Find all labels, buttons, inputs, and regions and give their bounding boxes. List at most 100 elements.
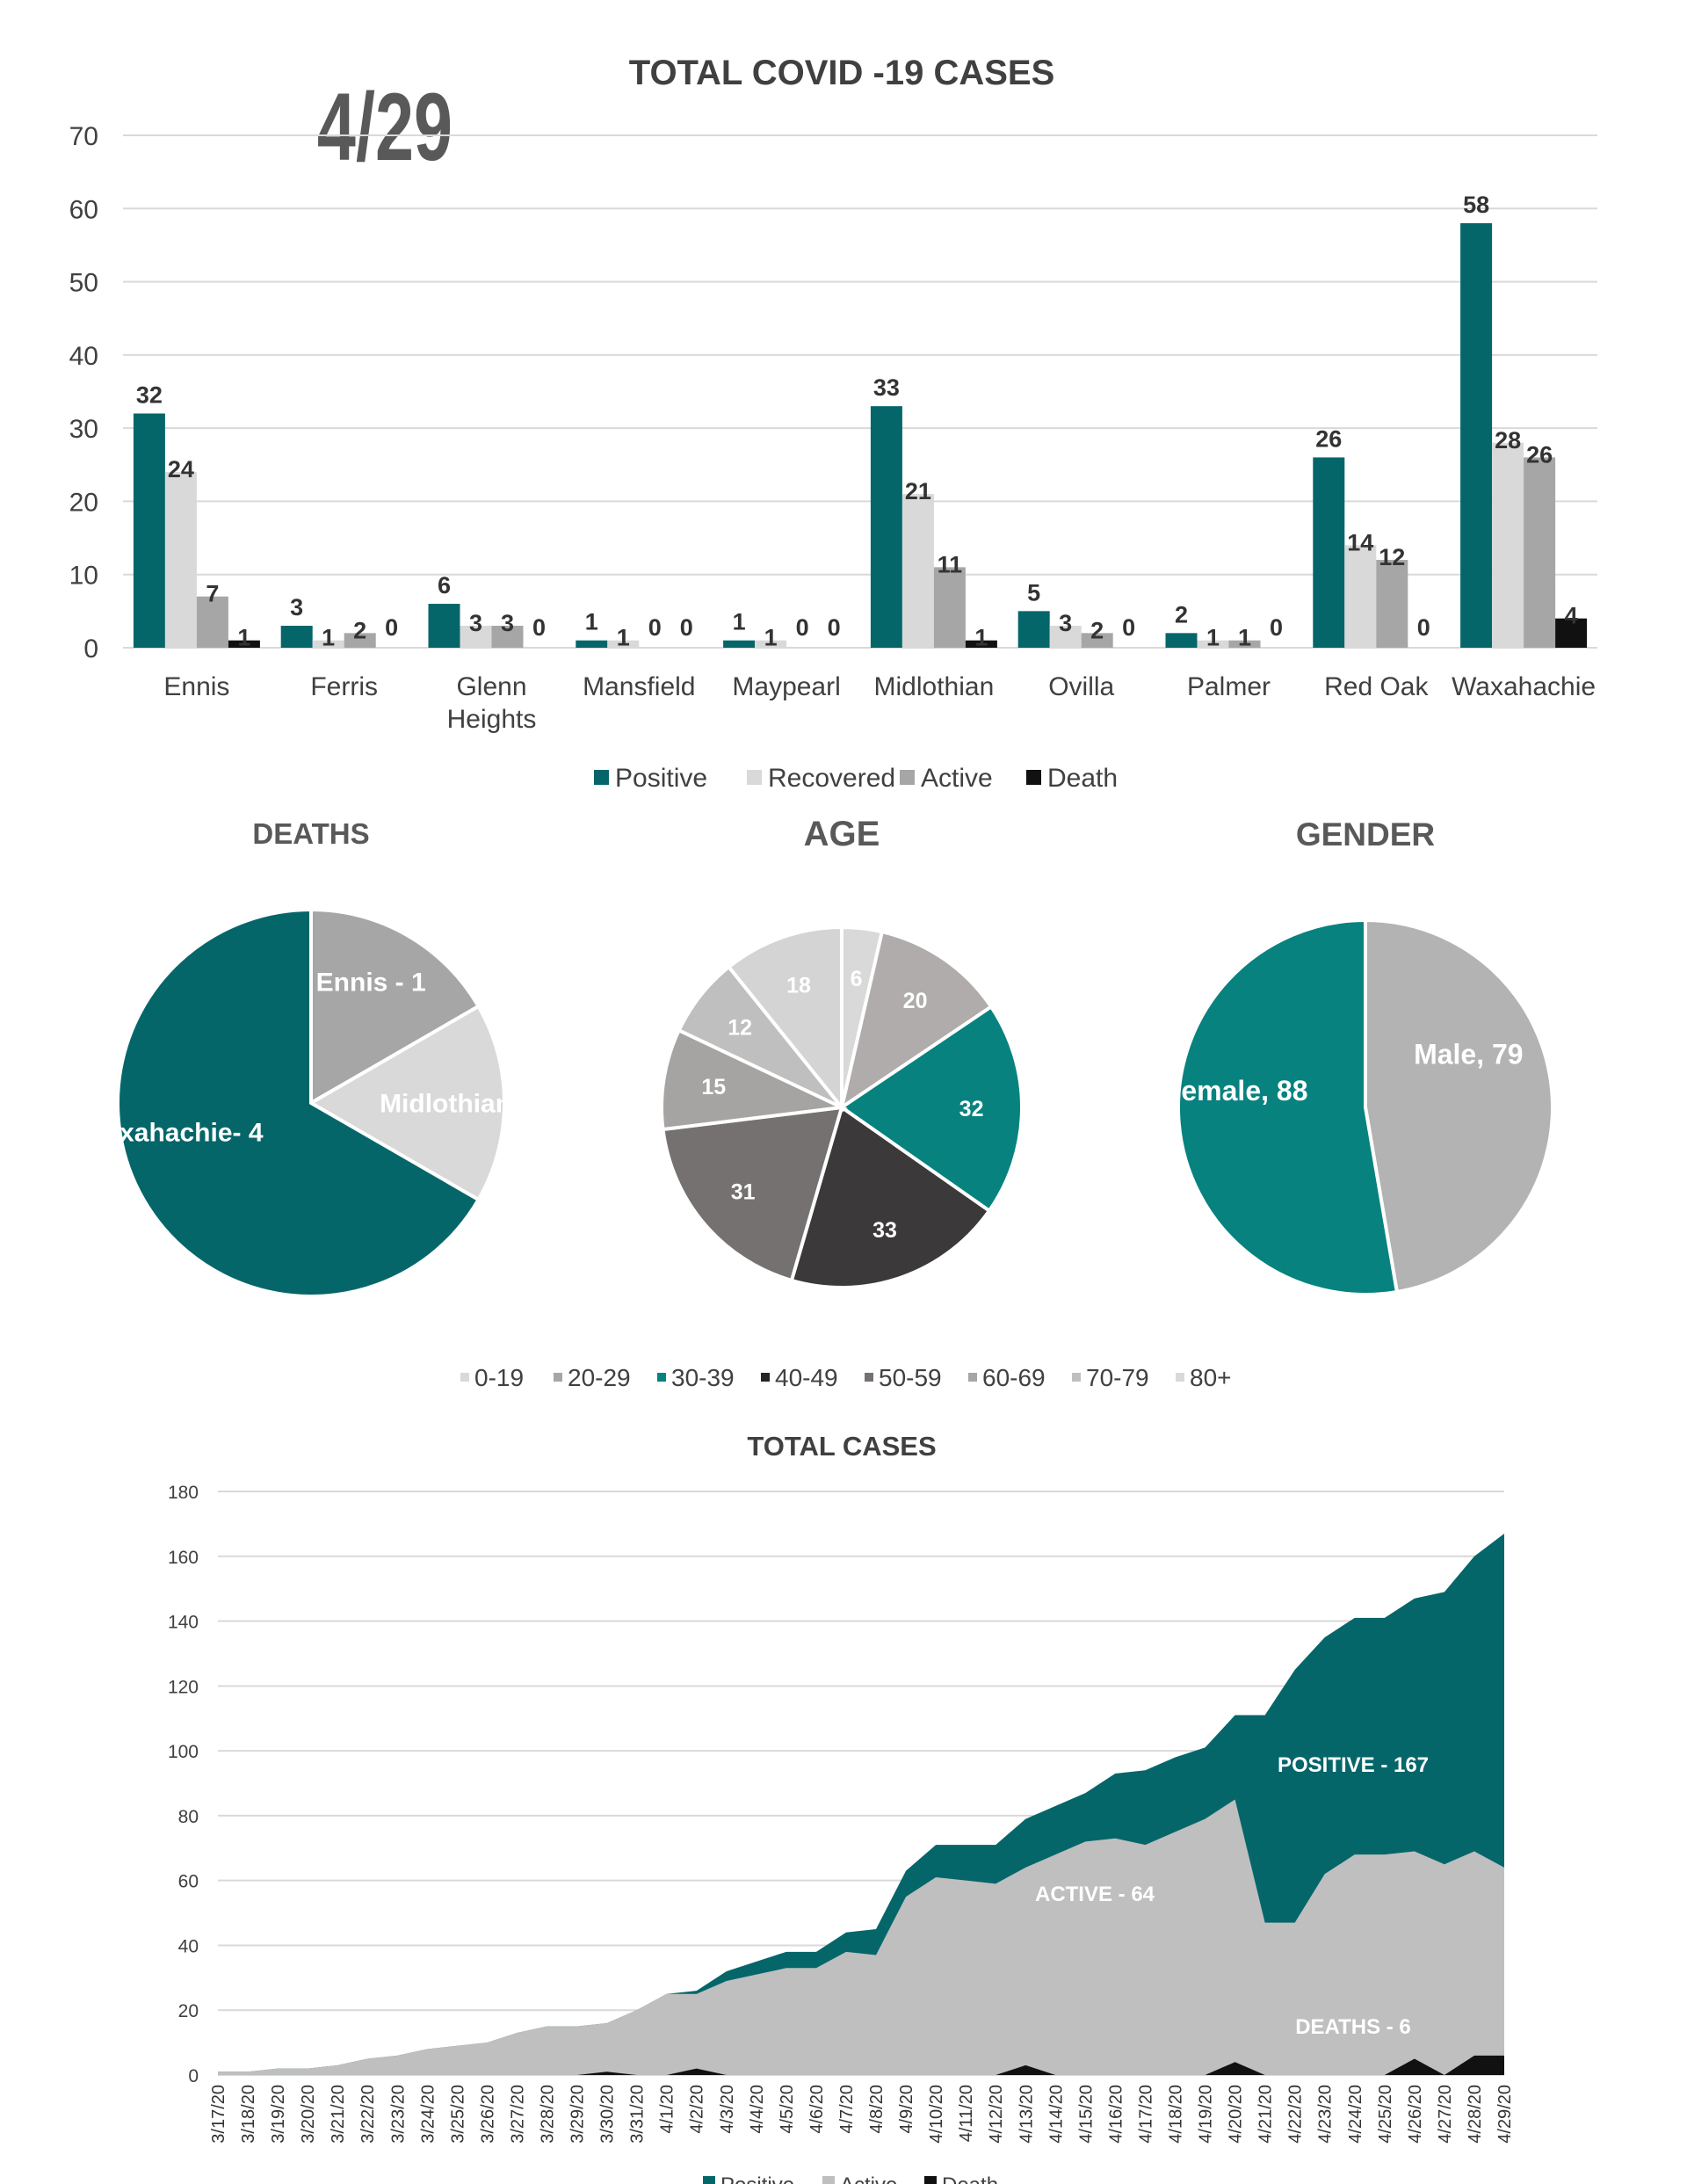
bar-midlothian-death [965,640,997,648]
bar-x-tick-label: Glenn [456,672,526,701]
area-legend-swatch-active [822,2176,835,2184]
bar-x-tick-label: Mansfield [583,672,695,701]
bar-data-label: 1 [237,625,250,651]
bar-ferris-positive [280,626,313,648]
bar-data-label: 0 [1270,614,1283,641]
legend-label-positive: Positive [615,764,707,793]
age-legend: 0-19 20-29 30-39 40-49 50-59 60-69 70-79 80+ [460,1364,1232,1391]
bar-waxahachie-death [1555,618,1588,648]
bar-data-label: 0 [648,614,662,641]
bar-data-label: 26 [1526,441,1553,468]
area-x-tick-label: 4/18/20 [1166,2085,1185,2144]
area-x-tick-label: 3/28/20 [539,2085,558,2144]
bar-glenn-heights-recovered [460,626,492,648]
area-x-tick-label: 4/11/20 [957,2085,976,2142]
area-legend-label-positive: Positive [720,2173,794,2184]
area-x-tick-label: 3/29/20 [568,2085,588,2144]
bar-data-label: 0 [385,614,398,641]
age-pie-slice-33 [789,1104,992,1289]
gender-pie-title: GENDER [1296,816,1435,853]
gender-pie-label: Female, 88 [1164,1075,1308,1107]
bar-x-tick-label: Palmer [1187,672,1271,701]
area-x-tick-label: 4/6/20 [807,2085,827,2134]
bar-data-label: 7 [206,581,219,607]
area-annotations: POSITIVE - 167 ACTIVE - 64 DEATHS - 6 [1035,1753,1429,2039]
bar-data-label: 3 [290,594,303,620]
age-pie-slice-31 [661,1105,844,1283]
deaths-pie-label: Ennis - 1 [316,968,426,997]
area-x-tick-label: 3/18/20 [239,2085,258,2144]
bar-x-tick-label: Heights [447,705,537,734]
area-y-tick-label: 160 [168,1548,199,1568]
age-pie-label: 33 [872,1218,897,1243]
bar-ennis-active [196,596,228,648]
area-legend-swatch-positive [703,2176,715,2184]
deaths-pie-slice-midlothian-1 [307,1004,506,1202]
bar-y-tick-label: 50 [69,269,98,298]
bar-x-tick-label: Ovilla [1048,672,1114,701]
area-x-tick-label: 4/16/20 [1106,2085,1126,2144]
area-y-axis: 0 20 40 60 80 100 120 140 160 180 [168,1483,199,2086]
area-chart-title: TOTAL CASES [747,1431,936,1462]
area-x-tick-label: 4/27/20 [1436,2085,1455,2144]
area-y-tick-label: 100 [168,1742,199,1762]
area-y-tick-label: 40 [178,1936,199,1956]
bar-midlothian-positive [870,406,902,648]
bar-waxahachie-recovered [1492,442,1524,648]
bar-data-label: 1 [974,625,988,651]
area-x-tick-label: 3/27/20 [508,2085,527,2144]
bar-data-label: 3 [501,610,514,636]
area-annotation-positive-167: POSITIVE - 167 [1278,1753,1429,1777]
age-legend-swatch-50-59 [865,1373,873,1382]
bar-data-label: 1 [1238,625,1251,651]
gender-pie-slice-male-79 [1364,918,1554,1295]
area-chart: TOTAL CASES 0 20 40 60 80 100 120 140 160 180 POS… [168,1431,1515,2184]
bar-x-tick-label: Midlothian [874,672,995,701]
bar-ovilla-recovered [1049,626,1082,648]
bar-data-label: 1 [764,625,778,651]
area-x-tick-label: 4/19/20 [1197,2085,1216,2144]
bar-mansfield-positive [576,640,608,648]
bar-x-tick-label: Waxahachie [1452,672,1596,701]
area-x-tick-label: 4/24/20 [1346,2085,1365,2144]
bar-x-tick-label: Ennis [163,672,229,701]
area-x-tick-label: 4/10/20 [927,2085,946,2144]
bar-palmer-active [1228,640,1261,648]
area-x-tick-label: 4/1/20 [658,2085,677,2134]
area-x-tick-label: 4/3/20 [718,2085,737,2134]
bar-data-label: 3 [1059,610,1072,636]
age-legend-label: 80+ [1190,1364,1232,1391]
area-legend-label-active: Active [840,2173,897,2184]
gender-pie-label: Male, 79 [1414,1038,1524,1070]
area-x-tick-label: 4/23/20 [1316,2085,1336,2144]
bar-ferris-recovered [312,640,344,648]
legend-swatch-death [1026,770,1041,785]
bar-y-tick-label: 30 [69,415,98,444]
age-pie-label: 20 [903,989,928,1013]
bar-data-label: 1 [1206,625,1220,651]
bar-data-label: 6 [438,572,451,599]
bar-ovilla-positive [1017,611,1050,648]
area-y-tick-label: 120 [168,1677,199,1697]
age-pie-label: 15 [701,1075,726,1099]
bar-data-label: 1 [617,625,630,651]
area-y-tick-label: 80 [178,1807,199,1827]
age-pie-title: AGE [804,815,880,853]
bar-y-tick-label: 20 [69,488,98,517]
bar-data-label: 21 [905,478,931,504]
area-x-tick-label: 4/5/20 [778,2085,797,2134]
area-x-tick-label: 3/22/20 [358,2085,378,2144]
bar-data-label: 26 [1315,425,1342,452]
bar-data-label: 32 [136,381,163,408]
age-legend-swatch-80 [1176,1373,1184,1382]
age-pie-label: 32 [959,1097,984,1121]
bar-x-tick-label: Maypearl [732,672,840,701]
bar-chart: TOTAL COVID -19 CASES 4/29 0102030405060… [69,54,1597,793]
bar-y-tick-label: 70 [69,122,98,151]
age-pie-slice-18 [726,925,844,1113]
bar-red-oak-active [1376,560,1408,648]
area-x-tick-label: 3/17/20 [209,2085,228,2144]
area-x-tick-label: 3/24/20 [418,2085,438,2144]
age-pie-label: 31 [731,1179,756,1204]
bar-data-label: 0 [1122,614,1135,641]
